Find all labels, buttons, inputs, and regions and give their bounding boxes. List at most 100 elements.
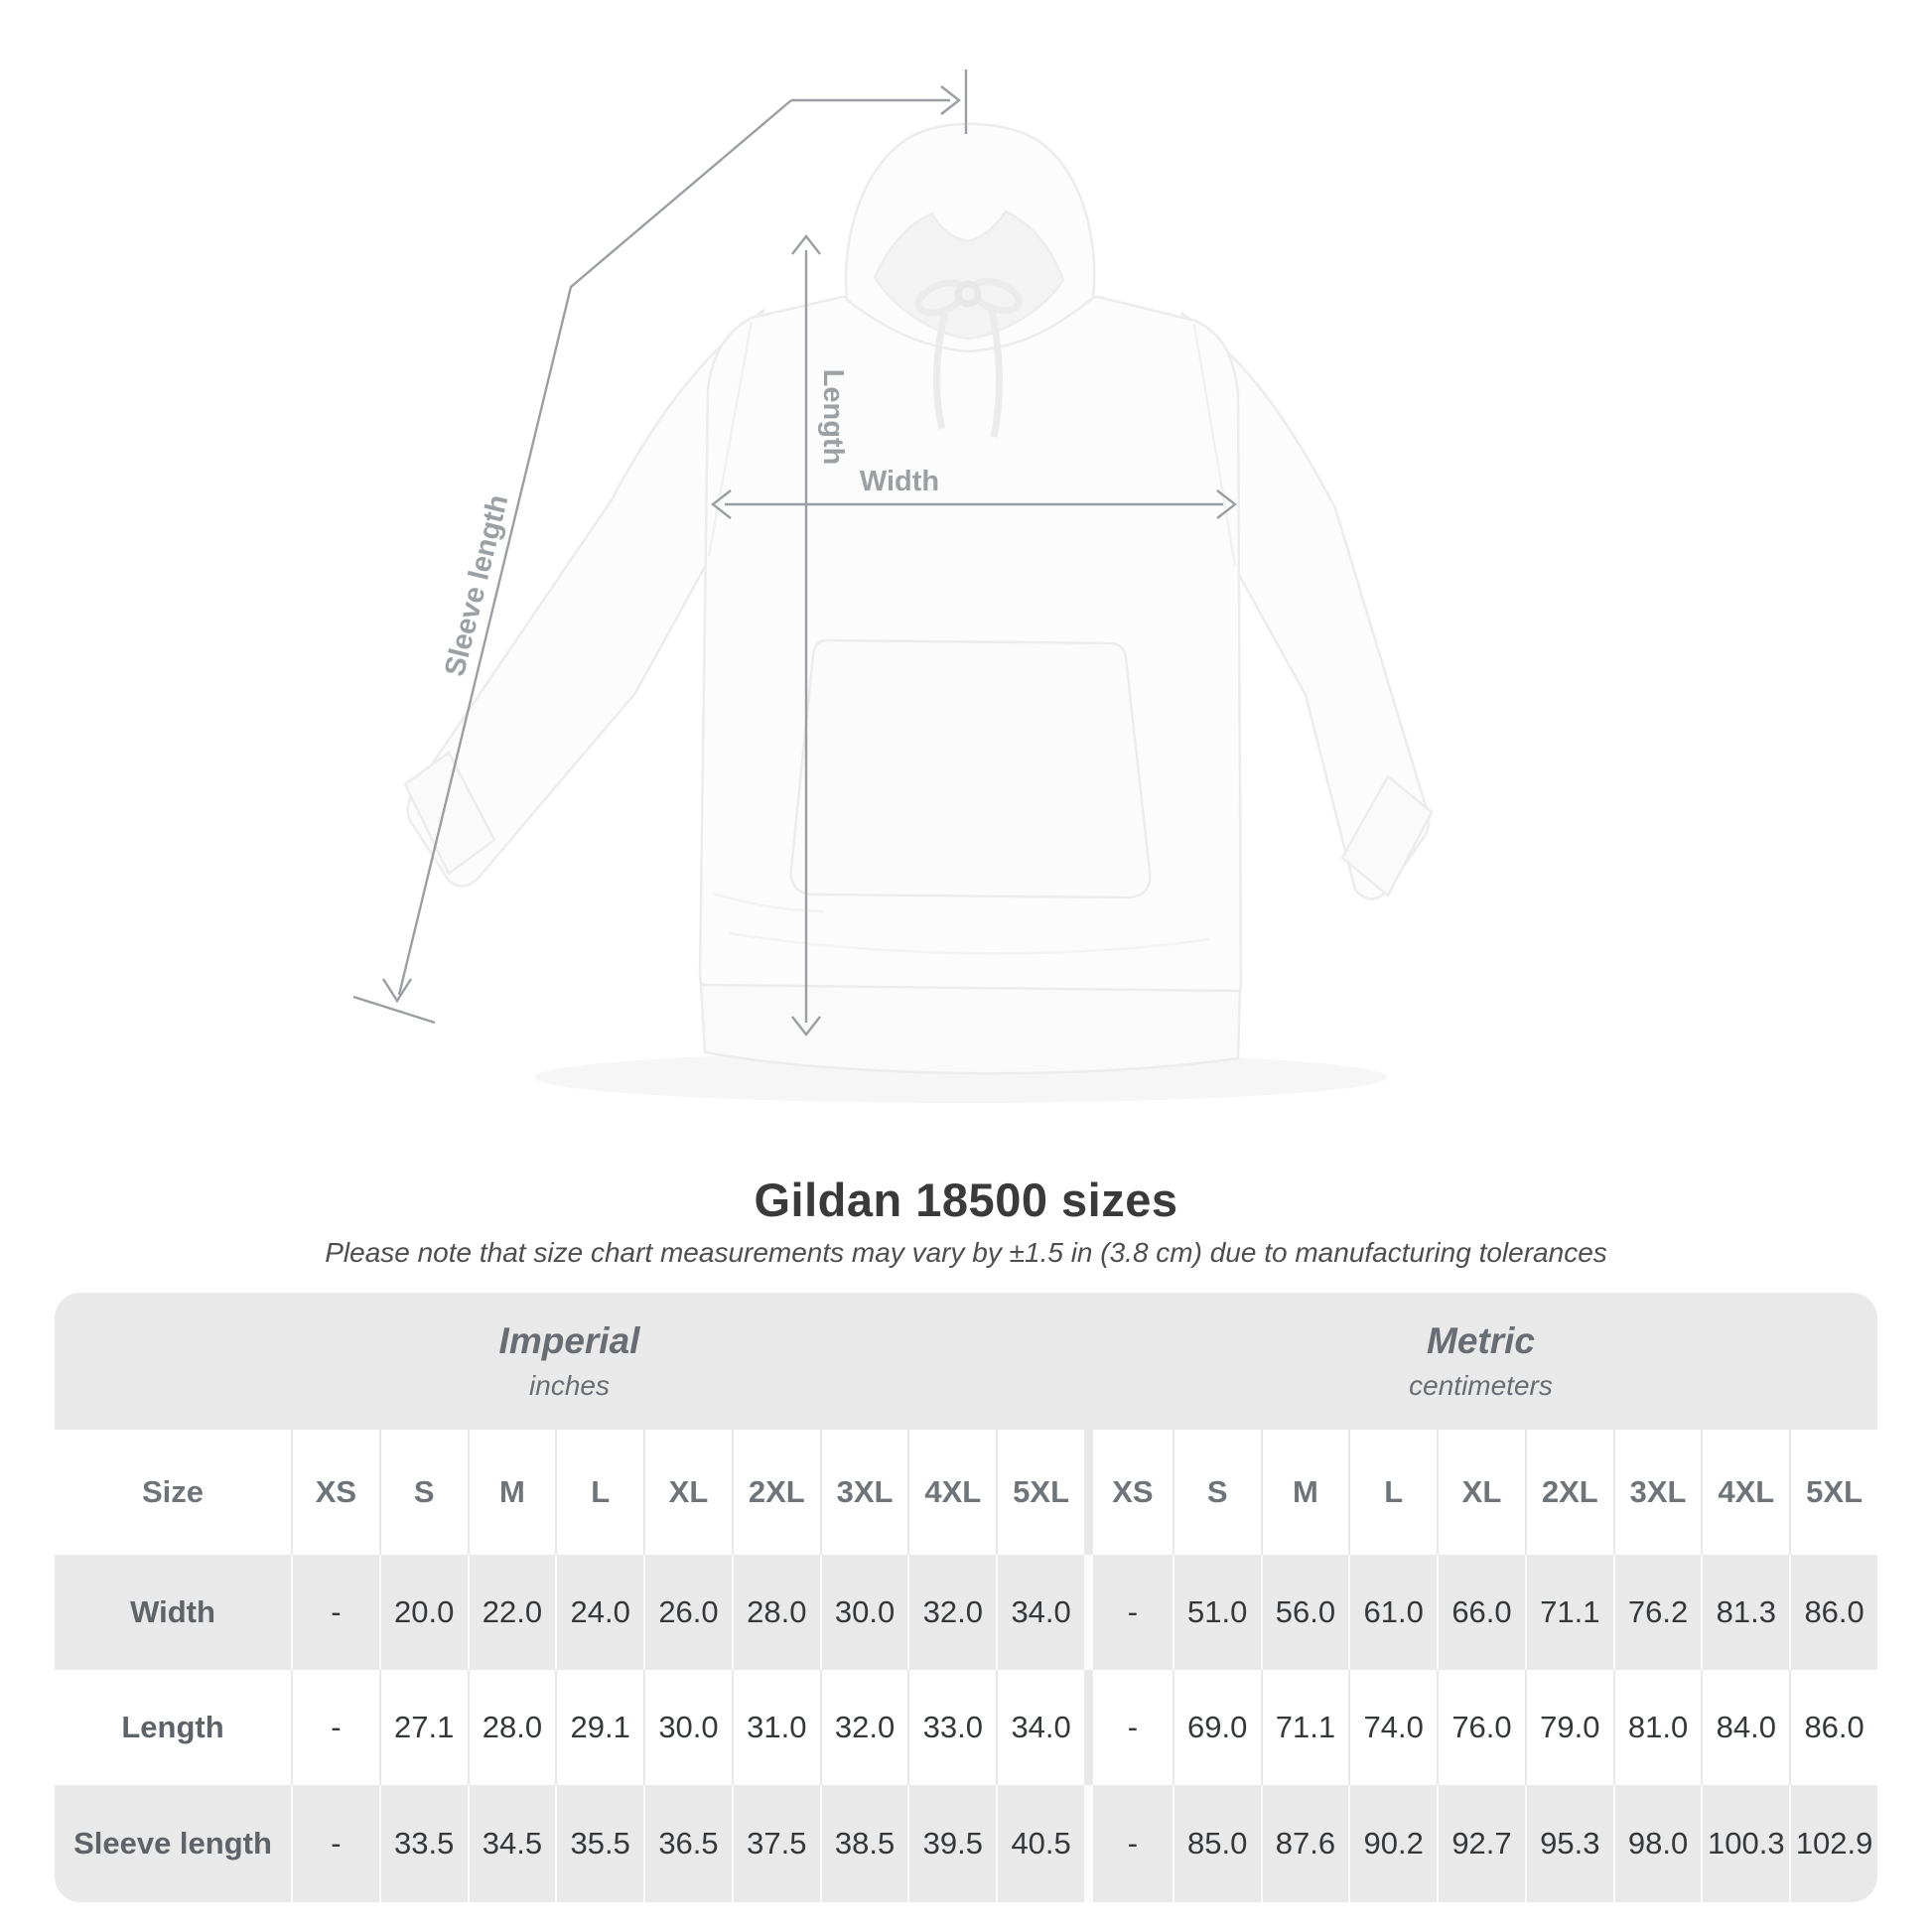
width-imperial-xl: 26.0 — [643, 1555, 732, 1670]
sleeve-length-label: Sleeve length — [439, 491, 514, 679]
length-imperial-xs: - — [291, 1670, 379, 1785]
hoodie-left-cuff — [403, 751, 496, 876]
size-header-imperial-3xl: 3XL — [819, 1430, 908, 1555]
metric-label: Metric — [1427, 1320, 1535, 1361]
width-metric-2xl: 71.1 — [1524, 1555, 1613, 1670]
width-imperial-3xl: 30.0 — [819, 1555, 908, 1670]
imperial-group-header: Imperial inches — [55, 1293, 1084, 1430]
metric-unit: centimeters — [1409, 1370, 1553, 1401]
sleeve-metric-5xl: 102.9 — [1789, 1785, 1877, 1902]
size-header-metric-3xl: 3XL — [1612, 1430, 1702, 1555]
width-metric-l: 61.0 — [1348, 1555, 1438, 1670]
width-imperial-4xl: 32.0 — [907, 1555, 997, 1670]
length-metric-m: 71.1 — [1260, 1670, 1349, 1785]
imperial-unit: inches — [529, 1370, 610, 1401]
sleeve-imperial-5xl: 40.5 — [996, 1785, 1084, 1902]
measurement-annotations — [352, 69, 1237, 1036]
hoodie-wrinkles — [712, 892, 1210, 955]
size-header-imperial-4xl: 4XL — [907, 1430, 996, 1555]
size-header-metric-m: M — [1260, 1430, 1349, 1555]
sleeve-imperial-xs: - — [291, 1785, 379, 1902]
size-header-metric-l: L — [1348, 1430, 1437, 1555]
size-header-metric-5xl: 5XL — [1789, 1430, 1877, 1555]
length-metric-s: 69.0 — [1172, 1670, 1261, 1785]
hoodie-illustration — [403, 122, 1434, 1075]
sleeve-imperial-4xl: 39.5 — [907, 1785, 997, 1902]
sleeve-imperial-l: 35.5 — [555, 1785, 644, 1902]
width-imperial-s: 20.0 — [378, 1555, 468, 1670]
page-title: Gildan 18500 sizes — [754, 1173, 1178, 1226]
length-metric-2xl: 79.0 — [1524, 1670, 1613, 1785]
size-header-metric-xl: XL — [1437, 1430, 1525, 1555]
size-header-imperial-l: L — [555, 1430, 643, 1555]
sleeve-imperial-3xl: 38.5 — [819, 1785, 908, 1902]
table-row-length: Length - 27.1 28.0 29.1 30.0 31.0 32.0 3… — [55, 1670, 1877, 1785]
length-label: Length — [817, 369, 849, 466]
width-metric-4xl: 81.3 — [1701, 1555, 1790, 1670]
length-arrow — [791, 234, 821, 1036]
length-metric-4xl: 84.0 — [1701, 1670, 1790, 1785]
size-header-metric-4xl: 4XL — [1701, 1430, 1789, 1555]
sleeve-metric-m: 87.6 — [1260, 1785, 1349, 1902]
sleeve-imperial-xl: 36.5 — [643, 1785, 732, 1902]
metric-group-header: Metric centimeters — [1084, 1293, 1877, 1430]
length-imperial-m: 28.0 — [467, 1670, 556, 1785]
sleeve-length-arrow — [352, 69, 968, 1025]
length-metric-3xl: 81.0 — [1612, 1670, 1702, 1785]
size-header-row: Size XS S M L XL 2XL 3XL 4XL 5XL XS S M … — [55, 1430, 1877, 1555]
unit-group-header-row: Imperial inches Metric centimeters — [55, 1293, 1877, 1430]
width-imperial-5xl: 34.0 — [996, 1555, 1084, 1670]
sleeve-metric-2xl: 95.3 — [1524, 1785, 1613, 1902]
length-imperial-s: 27.1 — [378, 1670, 468, 1785]
length-metric-xl: 76.0 — [1437, 1670, 1525, 1785]
sleeve-imperial-s: 33.5 — [378, 1785, 468, 1902]
sleeve-imperial-2xl: 37.5 — [731, 1785, 820, 1902]
sleeve-metric-l: 90.2 — [1348, 1785, 1438, 1902]
width-metric-s: 51.0 — [1172, 1555, 1261, 1670]
size-table: Imperial inches Metric centimeters Size … — [55, 1293, 1877, 1902]
tolerance-note: Please note that size chart measurements… — [325, 1237, 1607, 1268]
sleeve-metric-s: 85.0 — [1172, 1785, 1261, 1902]
size-header-metric-xs: XS — [1084, 1430, 1173, 1555]
hoodie-pocket — [789, 638, 1152, 899]
sleeve-metric-xl: 92.7 — [1437, 1785, 1525, 1902]
length-imperial-5xl: 34.0 — [996, 1670, 1084, 1785]
length-imperial-3xl: 32.0 — [819, 1670, 908, 1785]
width-imperial-2xl: 28.0 — [731, 1555, 820, 1670]
row-label-sleeve-length: Sleeve length — [55, 1785, 291, 1902]
width-metric-xl: 66.0 — [1437, 1555, 1525, 1670]
sleeve-metric-xs: - — [1084, 1785, 1173, 1902]
size-header-imperial-s: S — [378, 1430, 468, 1555]
hoodie-drawstrings — [914, 277, 1023, 438]
width-imperial-m: 22.0 — [467, 1555, 556, 1670]
length-metric-l: 74.0 — [1348, 1670, 1438, 1785]
width-imperial-l: 24.0 — [555, 1555, 644, 1670]
length-imperial-l: 29.1 — [555, 1670, 644, 1785]
size-header-imperial-xl: XL — [643, 1430, 732, 1555]
width-metric-3xl: 76.2 — [1612, 1555, 1702, 1670]
size-corner-header: Size — [141, 1474, 205, 1509]
table-row-width: Width - 20.0 22.0 24.0 26.0 28.0 30.0 32… — [55, 1555, 1877, 1670]
table-row-sleeve-length: Sleeve length - 33.5 34.5 35.5 36.5 37.5… — [55, 1785, 1877, 1902]
hoodie-measurement-diagram: Length Width Sleeve length — [352, 69, 1434, 1075]
size-header-imperial-2xl: 2XL — [731, 1430, 820, 1555]
row-label-width: Width — [55, 1555, 291, 1670]
size-header-metric-2xl: 2XL — [1524, 1430, 1613, 1555]
length-imperial-2xl: 31.0 — [731, 1670, 820, 1785]
length-imperial-4xl: 33.0 — [907, 1670, 997, 1785]
size-header-imperial-m: M — [467, 1430, 556, 1555]
width-imperial-xs: - — [291, 1555, 379, 1670]
imperial-label: Imperial — [498, 1320, 640, 1361]
hoodie-right-cuff — [1340, 774, 1434, 897]
hoodie-seams — [707, 321, 1237, 567]
length-metric-xs: - — [1084, 1670, 1173, 1785]
sleeve-imperial-m: 34.5 — [467, 1785, 556, 1902]
width-metric-m: 56.0 — [1260, 1555, 1349, 1670]
width-metric-xs: - — [1084, 1555, 1173, 1670]
hoodie-hem — [699, 983, 1242, 1075]
width-arrow — [711, 489, 1237, 519]
size-header-imperial-xs: XS — [291, 1430, 379, 1555]
row-label-length: Length — [55, 1670, 291, 1785]
width-metric-5xl: 86.0 — [1789, 1555, 1877, 1670]
